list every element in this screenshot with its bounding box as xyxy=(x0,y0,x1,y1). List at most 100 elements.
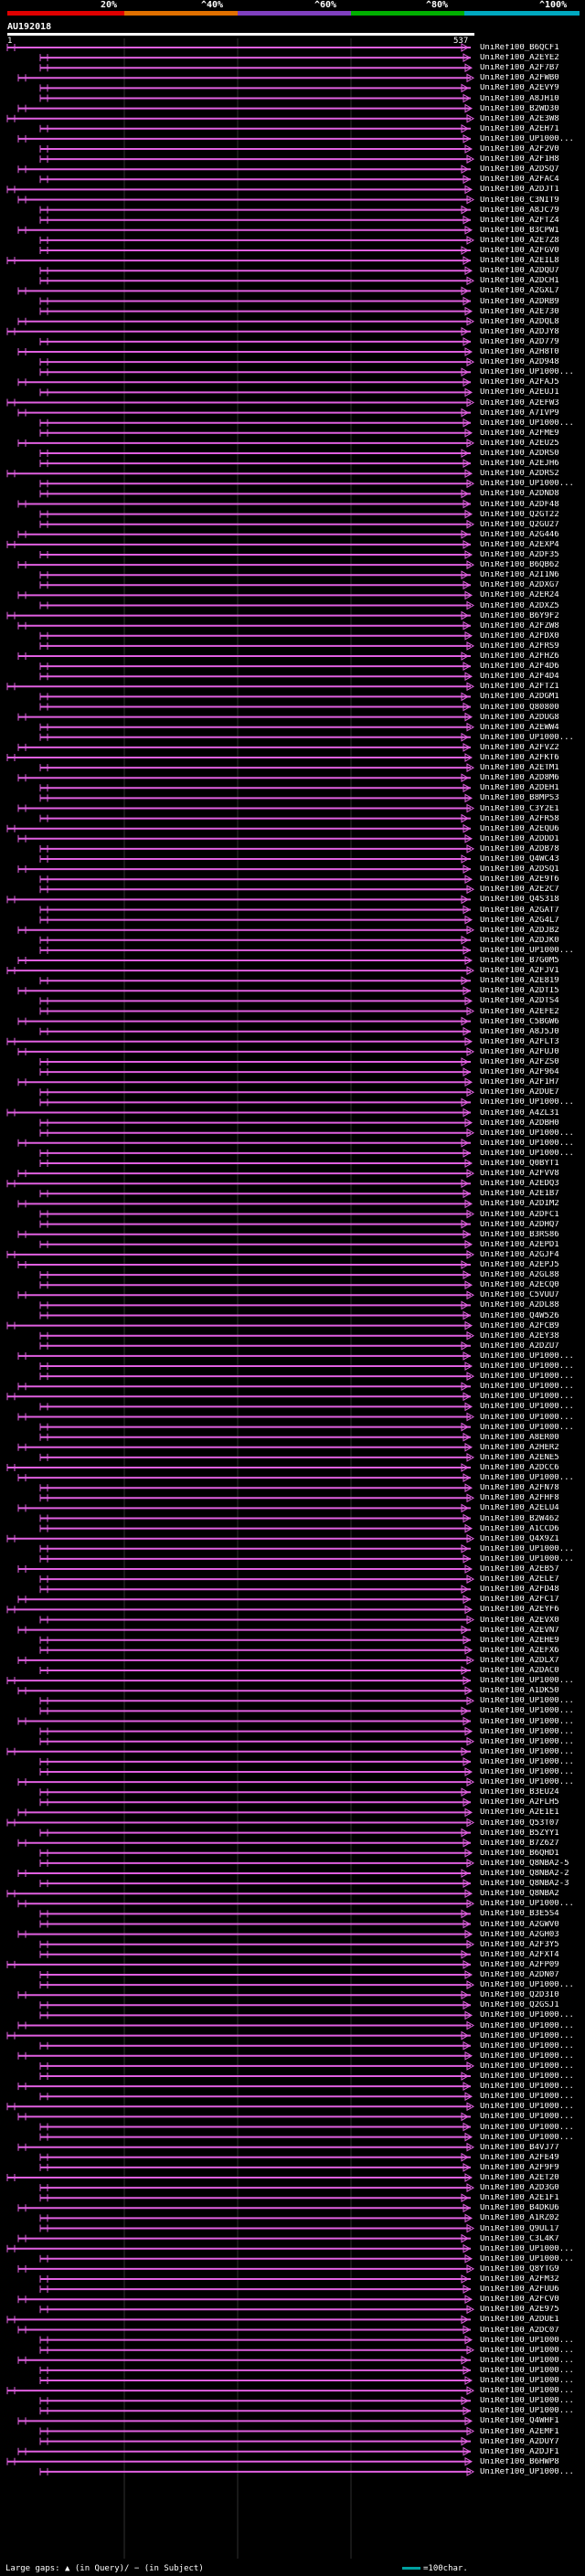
hit-label[interactable]: UniRef100_Q8NBA2 xyxy=(480,1890,559,1899)
hit-label[interactable]: UniRef100_UP1000... xyxy=(480,2336,574,2345)
hit-label[interactable]: UniRef100_A2DB78 xyxy=(480,844,559,853)
hit-label[interactable]: UniRef100_A2DJT1 xyxy=(480,186,559,195)
hit-label[interactable]: UniRef100_A2DSQ1 xyxy=(480,865,559,875)
hit-label[interactable]: UniRef100_A2EIL8 xyxy=(480,257,559,266)
hit-label[interactable]: UniRef100_UP1000... xyxy=(480,2346,574,2355)
hit-label[interactable]: UniRef100_Q4X9Z1 xyxy=(480,1534,559,1543)
hit-label[interactable]: UniRef100_A2D8M6 xyxy=(480,774,559,783)
hit-label[interactable]: UniRef100_UP1000... xyxy=(480,1403,574,1412)
hit-label[interactable]: UniRef100_A2FME9 xyxy=(480,429,559,438)
hit-label[interactable]: UniRef100_A2EFX6 xyxy=(480,1646,559,1655)
hit-label[interactable]: UniRef100_UP1000... xyxy=(480,1383,574,1392)
hit-label[interactable]: UniRef100_A2E3W8 xyxy=(480,114,559,123)
hit-label[interactable]: UniRef100_A2GXL7 xyxy=(480,287,559,296)
hit-label[interactable]: UniRef100_A2E819 xyxy=(480,977,559,986)
hit-label[interactable]: UniRef100_A2DHQ7 xyxy=(480,1220,559,1229)
hit-label[interactable]: UniRef100_A2FRS9 xyxy=(480,641,559,651)
hit-label[interactable]: UniRef100_A8JC79 xyxy=(480,206,559,215)
hit-label[interactable]: UniRef100_A2DJY8 xyxy=(480,327,559,336)
hit-label[interactable]: UniRef100_Q80800 xyxy=(480,703,559,712)
hit-label[interactable]: UniRef100_A2FE49 xyxy=(480,2153,559,2162)
hit-label[interactable]: UniRef100_A8JH10 xyxy=(480,94,559,103)
hit-label[interactable]: UniRef100_C3Y2E1 xyxy=(480,804,559,813)
hit-label[interactable]: UniRef100_Q4WC43 xyxy=(480,855,559,864)
hit-label[interactable]: UniRef100_A2GAT7 xyxy=(480,906,559,915)
hit-label[interactable]: UniRef100_A2EMF1 xyxy=(480,2427,559,2436)
hit-label[interactable]: UniRef100_A2DRS0 xyxy=(480,450,559,458)
hit-label[interactable]: UniRef100_A2DJK0 xyxy=(480,936,559,945)
hit-label[interactable]: UniRef100_A1CCD6 xyxy=(480,1524,559,1533)
hit-label[interactable]: UniRef100_UP1000... xyxy=(480,368,574,377)
hit-label[interactable]: UniRef100_A2DXZ5 xyxy=(480,601,559,610)
hit-label[interactable]: UniRef100_UP1000... xyxy=(480,2062,574,2071)
hit-label[interactable]: UniRef100_A2GH03 xyxy=(480,1930,559,1939)
hit-label[interactable]: UniRef100_B2WD30 xyxy=(480,104,559,113)
hit-label[interactable]: UniRef100_A2DAC0 xyxy=(480,1667,559,1675)
hit-label[interactable]: UniRef100_A2ELU4 xyxy=(480,1504,559,1513)
hit-label[interactable]: UniRef100_B3CPW1 xyxy=(480,226,559,235)
hit-label[interactable]: UniRef100_A2EU25 xyxy=(480,439,559,448)
hit-label[interactable]: UniRef100_UP1000... xyxy=(480,134,574,143)
hit-label[interactable]: UniRef100_A2ENE5 xyxy=(480,1453,559,1462)
hit-label[interactable]: UniRef100_A2F2V0 xyxy=(480,145,559,154)
hit-label[interactable]: UniRef100_A2DUE7 xyxy=(480,1088,559,1097)
hit-label[interactable]: UniRef100_A2EH71 xyxy=(480,124,559,133)
hit-label[interactable]: UniRef100_A2G4L7 xyxy=(480,916,559,925)
hit-label[interactable]: UniRef100_A2DTI5 xyxy=(480,987,559,996)
hit-label[interactable]: UniRef100_Q4W526 xyxy=(480,1311,559,1320)
hit-label[interactable]: UniRef100_UP1000... xyxy=(480,2123,574,2132)
hit-label[interactable]: UniRef100_Q8NBA2-2 xyxy=(480,1870,569,1878)
hit-label[interactable]: UniRef100_A2FTZ4 xyxy=(480,216,559,225)
hit-label[interactable]: UniRef100_C5VUU7 xyxy=(480,1291,559,1300)
hit-label[interactable]: UniRef100_UP1000... xyxy=(480,419,574,428)
hit-label[interactable]: UniRef100_A2DF48 xyxy=(480,500,559,509)
hit-label[interactable]: UniRef100_UP1000... xyxy=(480,2083,574,2092)
hit-label[interactable]: UniRef100_A4ZL31 xyxy=(480,1108,559,1118)
hit-label[interactable]: UniRef100_UP1000... xyxy=(480,2377,574,2385)
hit-label[interactable]: UniRef100_UP1000... xyxy=(480,1900,574,1909)
hit-label[interactable]: UniRef100_A2FLT3 xyxy=(480,1037,559,1046)
hit-label[interactable]: UniRef100_UP1000... xyxy=(480,1129,574,1138)
hit-label[interactable]: UniRef100_Q8NBA2-5 xyxy=(480,1859,569,1868)
hit-label[interactable]: UniRef100_A1DK50 xyxy=(480,1687,559,1696)
hit-label[interactable]: UniRef100_UP1000... xyxy=(480,2021,574,2030)
hit-label[interactable]: UniRef100_A2FZW8 xyxy=(480,621,559,631)
hit-label[interactable]: UniRef100_A2HER2 xyxy=(480,1443,559,1452)
hit-label[interactable]: UniRef100_A2F964 xyxy=(480,1068,559,1077)
hit-label[interactable]: UniRef100_UP1000... xyxy=(480,2467,574,2476)
hit-label[interactable]: UniRef100_UP1000... xyxy=(480,1981,574,1990)
hit-label[interactable]: UniRef100_UP1000... xyxy=(480,2407,574,2416)
hit-label[interactable]: UniRef100_UP1000... xyxy=(480,2366,574,2375)
hit-label[interactable]: UniRef100_Q53T07 xyxy=(480,1818,559,1828)
hit-label[interactable]: UniRef100_A2FZS0 xyxy=(480,1058,559,1066)
hit-label[interactable]: UniRef100_UP1000... xyxy=(480,946,574,955)
hit-label[interactable]: UniRef100_A2E1E1 xyxy=(480,1808,559,1818)
hit-label[interactable]: UniRef100_A2DF35 xyxy=(480,551,559,559)
hit-label[interactable]: UniRef100_A2DZU7 xyxy=(480,1341,559,1351)
hit-label[interactable]: UniRef100_B7G0M5 xyxy=(480,957,559,965)
hit-label[interactable]: UniRef100_A2EB57 xyxy=(480,1565,559,1574)
hit-label[interactable]: UniRef100_UP1000... xyxy=(480,2093,574,2102)
hit-label[interactable]: UniRef100_A2GJF4 xyxy=(480,1250,559,1259)
hit-label[interactable]: UniRef100_UP1000... xyxy=(480,1778,574,1787)
hit-label[interactable]: UniRef100_A2E7Z8 xyxy=(480,236,559,245)
hit-label[interactable]: UniRef100_A2F3Y5 xyxy=(480,1940,559,1949)
hit-label[interactable]: UniRef100_C5BGW6 xyxy=(480,1017,559,1026)
hit-label[interactable]: UniRef100_A2ECQ0 xyxy=(480,1281,559,1290)
hit-label[interactable]: UniRef100_B3EU24 xyxy=(480,1788,559,1797)
hit-label[interactable]: UniRef100_UP1000... xyxy=(480,2072,574,2081)
hit-label[interactable]: UniRef100_A2DQL8 xyxy=(480,317,559,326)
hit-label[interactable]: UniRef100_A2EFE2 xyxy=(480,1007,559,1016)
hit-label[interactable]: UniRef100_A2DSQ7 xyxy=(480,165,559,175)
hit-label[interactable]: UniRef100_UP1000... xyxy=(480,1362,574,1371)
hit-label[interactable]: UniRef100_A2DRB9 xyxy=(480,297,559,306)
hit-label[interactable]: UniRef100_A2DGM1 xyxy=(480,693,559,702)
hit-label[interactable]: UniRef100_A2DC07 xyxy=(480,2326,559,2335)
hit-label[interactable]: UniRef100_A2FP09 xyxy=(480,1960,559,1969)
hit-label[interactable]: UniRef100_A2FC17 xyxy=(480,1595,559,1605)
hit-label[interactable]: UniRef100_A2E1B7 xyxy=(480,1190,559,1199)
hit-label[interactable]: UniRef100_Q2GT22 xyxy=(480,510,559,519)
hit-label[interactable]: UniRef100_Q8YTG9 xyxy=(480,2264,559,2274)
hit-label[interactable]: UniRef100_A2EJH6 xyxy=(480,460,559,469)
hit-label[interactable]: UniRef100_UP1000... xyxy=(480,2051,574,2061)
